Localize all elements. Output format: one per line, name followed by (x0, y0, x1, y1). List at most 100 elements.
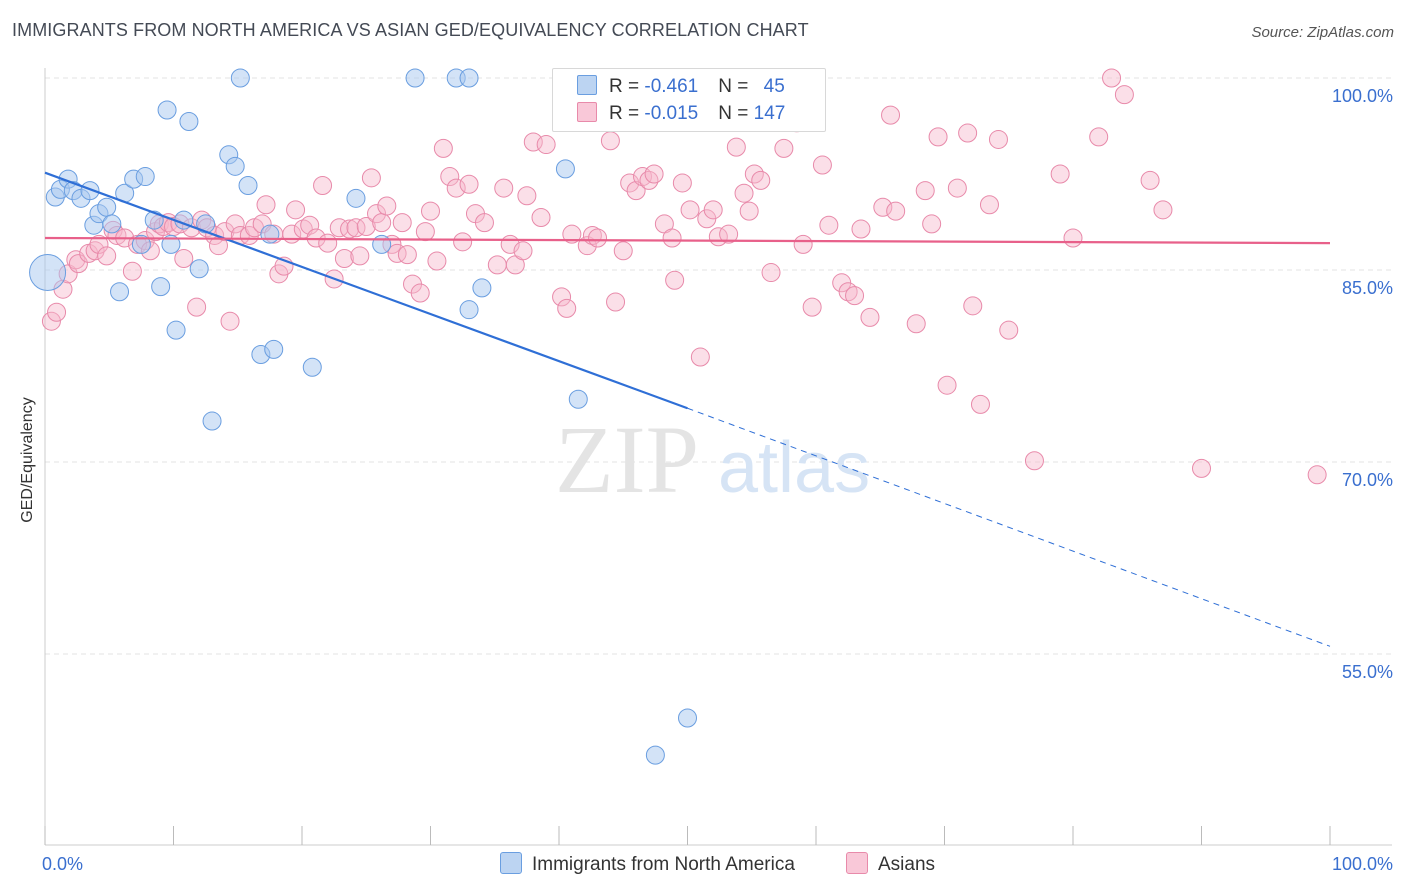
asians-point-49 (329, 218, 349, 238)
asians-point-135 (963, 296, 983, 316)
asians-point-142 (1063, 228, 1083, 248)
axes (44, 68, 1392, 846)
asians-point-0 (41, 311, 61, 331)
immigrants-point-0 (29, 254, 67, 292)
asians-point-46 (313, 176, 333, 196)
immigrants-point-32 (264, 339, 284, 359)
asians-point-137 (979, 195, 999, 215)
asians-point-122 (845, 286, 865, 306)
asians-point-90 (600, 131, 620, 151)
legend-row-asians: R = -0.015 N = 147 (577, 102, 785, 125)
asians-point-61 (392, 213, 412, 233)
asians-point-129 (915, 181, 935, 201)
asians-point-82 (531, 208, 551, 228)
immigrants-point-38 (459, 68, 479, 88)
asians-point-110 (739, 201, 759, 221)
asians-point-5 (68, 254, 88, 274)
asians-point-56 (367, 204, 387, 224)
asians-point-100 (665, 270, 685, 290)
immigrants-point-11 (110, 282, 130, 302)
asians-point-80 (517, 186, 537, 206)
asians-point-50 (334, 248, 354, 268)
immigrants-point-24 (196, 214, 216, 234)
asians-point-107 (719, 224, 739, 244)
immigrants-point-36 (405, 68, 425, 88)
asians-point-116 (793, 234, 813, 254)
asians-point-97 (644, 164, 664, 184)
legend-swatch-pink (577, 102, 597, 122)
immigrants-point-34 (346, 188, 366, 208)
asians-point-148 (1192, 458, 1211, 478)
asians-point-69 (440, 167, 460, 187)
immigrants-point-15 (135, 167, 155, 187)
asians-point-52 (346, 218, 366, 238)
immigrants-point-28 (230, 68, 250, 88)
asians-point-99 (662, 228, 682, 248)
asians-point-31 (220, 311, 240, 331)
asians-point-109 (734, 183, 754, 203)
immigrants-point-31 (260, 224, 280, 244)
immigrants-point-16 (144, 210, 164, 230)
asians-point-54 (356, 216, 376, 236)
bottom-legend-immigrants: Immigrants from North America (500, 852, 795, 876)
asians-point-65 (415, 222, 435, 242)
asians-point-112 (751, 170, 771, 190)
immigrants-point-6 (80, 181, 100, 201)
asians-point-55 (361, 168, 381, 188)
immigrants-point-20 (166, 320, 186, 340)
asians-point-64 (410, 283, 430, 303)
asians-point-118 (812, 155, 832, 175)
asians-point-96 (639, 170, 659, 190)
asians-point-103 (690, 347, 710, 367)
asians-point-119 (819, 215, 839, 235)
asians-point-74 (474, 213, 494, 233)
asians-point-114 (774, 138, 794, 158)
asians-point-102 (680, 200, 700, 220)
asians-point-131 (928, 127, 948, 147)
y-tick-label-2: 70.0% (1342, 470, 1393, 490)
watermark: ZIP atlas (555, 406, 870, 513)
immigrants-trend-extension (687, 407, 1331, 647)
asians-point-72 (459, 174, 479, 194)
asians-point-143 (1089, 127, 1109, 147)
asians-point-71 (453, 232, 473, 252)
asians-point-125 (873, 197, 893, 217)
asians-point-123 (851, 219, 871, 239)
asians-point-67 (427, 251, 447, 271)
immigrants-point-39 (459, 300, 479, 320)
asians-point-25 (187, 297, 207, 317)
immigrants-point-17 (151, 277, 171, 297)
x-tick-label-end: 100.0% (1332, 854, 1393, 874)
asians-point-128 (906, 314, 926, 334)
asians-point-68 (433, 138, 453, 158)
asians-point-83 (536, 135, 556, 155)
bottom-legend-swatch-pink (846, 852, 868, 874)
immigrants-point-33 (302, 357, 322, 377)
asians-point-139 (999, 320, 1019, 340)
asians-point-60 (387, 243, 407, 263)
asians-point-127 (886, 201, 906, 221)
trend-lines (44, 171, 1331, 647)
asians-point-57 (372, 213, 392, 233)
asians-point-124 (860, 307, 880, 327)
immigrants-point-40 (472, 278, 492, 298)
asians-point-113 (761, 263, 781, 283)
y-tick-label-3: 55.0% (1342, 662, 1393, 682)
immigrants-point-29 (238, 176, 258, 196)
asians-point-62 (397, 245, 417, 265)
immigrants-point-35 (372, 234, 392, 254)
watermark-atlas: atlas (718, 428, 870, 508)
grid-lines (45, 77, 1392, 655)
asians-point-147 (1153, 200, 1173, 220)
immigrants-point-9 (97, 197, 117, 217)
chart-source: Source: ZipAtlas.com (1251, 24, 1394, 41)
immigrants-points (29, 68, 697, 765)
immigrants-point-22 (179, 112, 199, 132)
asians-point-66 (421, 201, 440, 221)
asians-point-1 (47, 302, 67, 322)
immigrants-point-25 (202, 411, 222, 431)
asians-point-89 (588, 228, 608, 248)
asians-point-76 (494, 178, 514, 198)
asians-point-91 (606, 292, 626, 312)
